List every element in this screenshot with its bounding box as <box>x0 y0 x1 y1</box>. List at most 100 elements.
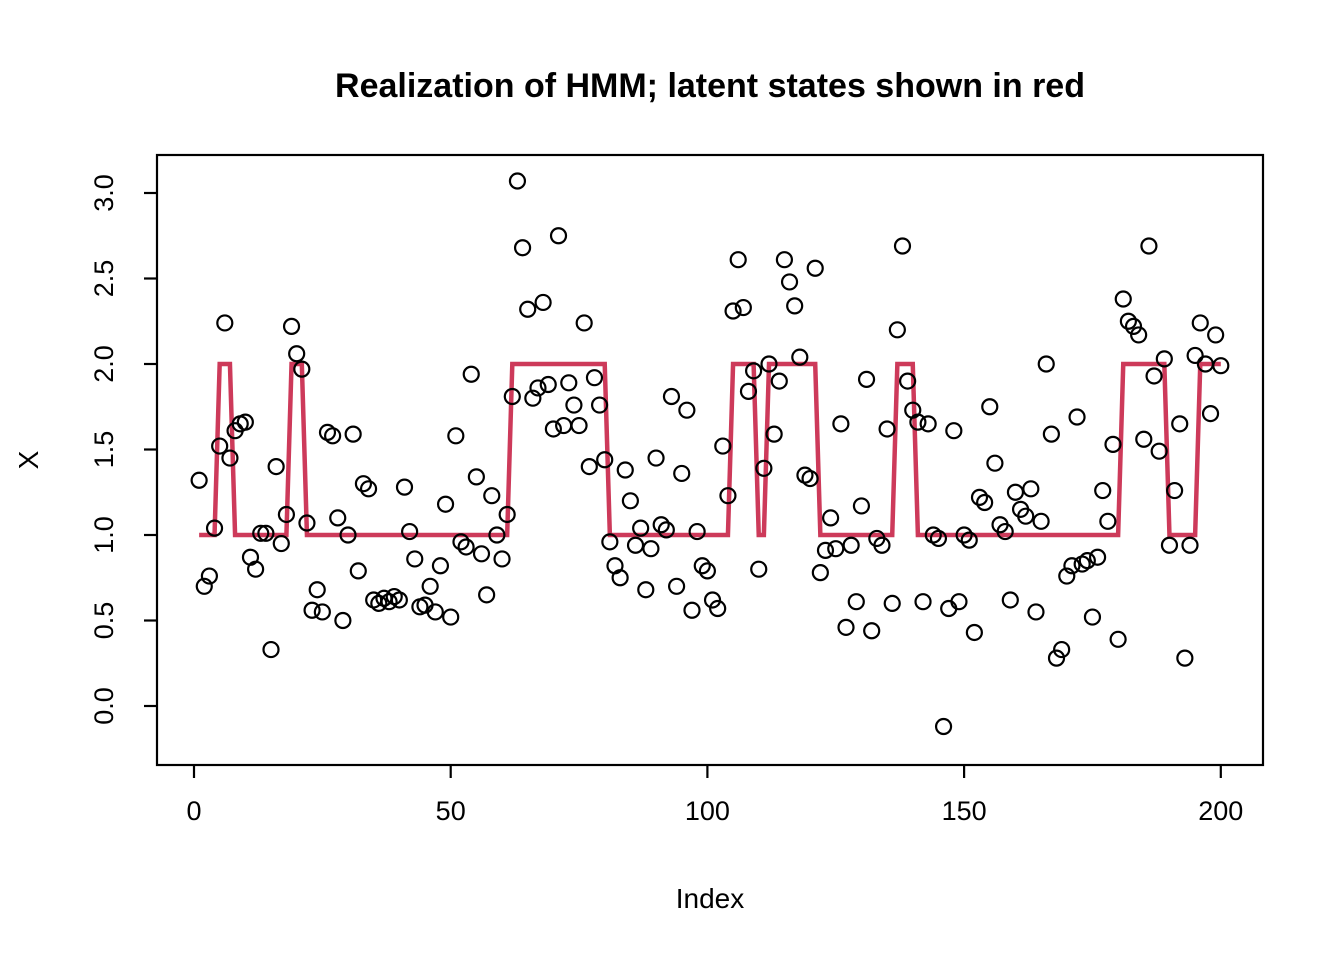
observation-point <box>621 492 639 510</box>
observation-point <box>1212 357 1230 375</box>
observation-point <box>447 427 465 445</box>
observation-point <box>267 458 285 476</box>
observation-point <box>780 273 799 291</box>
observation-point <box>934 717 953 736</box>
observation-point <box>729 251 747 269</box>
observation-point <box>791 348 809 366</box>
observation-point <box>205 519 224 537</box>
observation-point <box>190 471 208 489</box>
observation-point <box>380 593 398 611</box>
observation-point <box>488 526 506 544</box>
observation-point <box>642 540 660 558</box>
observation-point <box>816 541 835 559</box>
observation-point <box>719 487 737 505</box>
observation-point <box>1027 603 1045 621</box>
observation-point <box>406 550 424 568</box>
x-tick-label: 200 <box>1198 796 1243 826</box>
observation-point <box>519 300 537 318</box>
observation-point <box>277 505 296 524</box>
observation-point <box>359 480 378 498</box>
observation-point <box>421 577 439 595</box>
observation-point <box>745 362 763 380</box>
observation-point <box>452 533 470 551</box>
observation-point <box>1047 649 1066 667</box>
plot-box <box>155 153 1265 767</box>
observation-point <box>1068 408 1086 426</box>
observation-point <box>560 374 578 392</box>
observation-point <box>909 413 927 431</box>
observation-point <box>1078 552 1096 570</box>
observation-point <box>827 540 845 558</box>
observation-point <box>647 449 665 467</box>
observation-point <box>765 425 783 443</box>
observation-point <box>1130 326 1148 344</box>
observation-point <box>555 416 573 435</box>
observation-point <box>678 401 696 419</box>
observation-point <box>801 469 819 488</box>
observation-point <box>200 567 219 585</box>
observation-point <box>873 536 891 554</box>
y-tick-label: 1.0 <box>89 516 119 554</box>
observation-point <box>822 509 840 527</box>
observation-point <box>395 478 414 496</box>
observation-point <box>1171 415 1189 433</box>
y-tick-label: 2.0 <box>89 345 119 383</box>
observation-point <box>775 251 794 269</box>
observation-point <box>652 516 670 534</box>
observation-point <box>832 415 850 433</box>
observation-point <box>293 360 311 378</box>
observation-point <box>857 370 876 388</box>
observation-point <box>1006 483 1025 501</box>
observation-point <box>1155 350 1173 368</box>
observation-point <box>842 536 860 554</box>
observation-point <box>899 372 917 390</box>
observation-point <box>493 550 511 568</box>
observation-point <box>334 611 352 630</box>
observation-point <box>580 458 598 476</box>
observation-point <box>472 545 491 563</box>
observation-point <box>339 526 357 544</box>
observation-point <box>565 396 583 414</box>
observation-point <box>354 475 373 493</box>
observation-point <box>734 298 752 317</box>
observation-point <box>739 382 758 400</box>
observation-point <box>965 623 983 642</box>
observation-point <box>1032 512 1050 530</box>
observation-point <box>288 345 306 363</box>
observation-point <box>1176 649 1194 667</box>
observation-point <box>852 497 871 515</box>
y-tick-label: 0.0 <box>89 687 119 725</box>
x-tick-label: 50 <box>436 796 466 826</box>
observation-point <box>478 586 496 604</box>
observation-point <box>318 423 337 441</box>
observation-point <box>662 387 681 406</box>
observation-point <box>390 591 408 609</box>
observation-point <box>806 259 824 277</box>
observation-point <box>1207 326 1225 344</box>
observation-point <box>1201 404 1220 423</box>
x-tick-label: 0 <box>186 796 201 826</box>
observation-point <box>483 487 501 505</box>
observation-point <box>298 514 316 532</box>
observation-point <box>709 599 727 618</box>
observation-point <box>611 569 629 587</box>
x-tick-label: 100 <box>685 796 730 826</box>
observation-point <box>513 239 532 257</box>
observation-point <box>344 425 362 443</box>
observation-point <box>1022 480 1040 498</box>
observation-point <box>313 603 331 621</box>
observation-point <box>811 564 829 582</box>
observation-point <box>1150 442 1168 460</box>
observation-point <box>211 437 229 455</box>
observation-point <box>626 536 645 554</box>
observation-point <box>837 618 855 636</box>
observation-point <box>878 420 896 438</box>
observation-point <box>549 227 568 245</box>
observation-point <box>770 372 788 390</box>
observation-point <box>1191 314 1209 332</box>
observation-point <box>308 581 326 599</box>
axes: 0 50 100 150 200 0.0 0.5 1.0 1.5 2.0 2.5 3.0 <box>89 174 1243 826</box>
observation-point <box>575 314 593 332</box>
observation-point <box>673 464 691 483</box>
x-axis-label: Index <box>676 883 745 914</box>
